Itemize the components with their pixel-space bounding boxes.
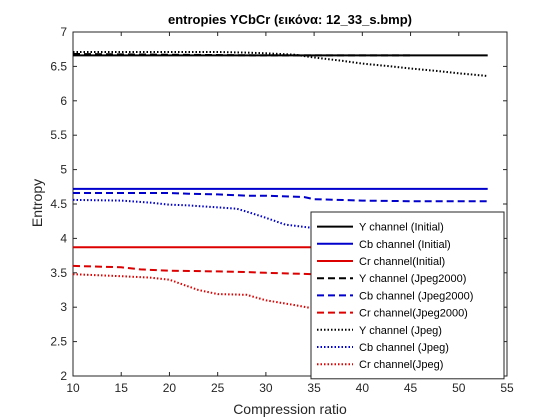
legend-entry: Cr channel(Jpeg): [359, 359, 443, 371]
legend: Y channel (Initial) Cb channel (Initial) C…: [310, 211, 505, 380]
y-tick-label: 6.5: [50, 59, 67, 73]
y-tick-label: 2.5: [50, 335, 67, 349]
series-line-9: [72, 273, 489, 364]
x-tick-label: 20: [163, 381, 177, 395]
legend-entry: Cb channel (Initial): [359, 239, 451, 251]
legend-entry: Y channel (Jpeg): [359, 325, 442, 337]
y-tick-label: 6: [60, 94, 67, 108]
y-tick-label: 4.5: [50, 197, 67, 211]
x-tick-label: 25: [211, 381, 225, 395]
y-tick-label: 5: [60, 163, 67, 177]
legend-entry: Y channel (Initial): [359, 222, 444, 234]
y-axis-label: Entropy: [29, 179, 45, 227]
y-tick-label: 2: [60, 369, 67, 383]
y-tick-label: 3.5: [50, 266, 67, 280]
x-axis-label: Compression ratio: [233, 401, 347, 417]
series-line-7: [73, 51, 488, 77]
plot-area: 10 15 20 25 30 35 40 45 50 55 2 2.5 3 3.5 4 4.5 5 5.5 6 6.…: [50, 25, 514, 395]
y-tick-label: 7: [60, 25, 67, 39]
x-tick-label: 30: [259, 381, 273, 395]
legend-entry: Cb channel (Jpeg2000): [359, 290, 473, 302]
x-tick-label: 40: [356, 381, 370, 395]
y-tick-label: 4: [60, 231, 67, 245]
x-tick-label: 15: [115, 381, 129, 395]
legend-entry: Cr channel(Jpeg2000): [359, 308, 468, 320]
x-tick-label: 50: [452, 381, 466, 395]
x-tick-label: 55: [500, 381, 514, 395]
series-line-4: [72, 53, 411, 57]
chart-title: entropies YCbCr (εικόνα: 12_33_s.bmp): [168, 12, 412, 27]
series-line-5: [73, 192, 488, 203]
x-tick-label: 35: [307, 381, 321, 395]
x-tick-label: 45: [404, 381, 418, 395]
x-axis: 10 15 20 25 30 35 40 45 50 55: [66, 32, 514, 395]
x-tick-label: 10: [66, 381, 80, 395]
y-axis: 2 2.5 3 3.5 4 4.5 5 5.5 6 6.5 7: [50, 25, 507, 383]
y-tick-label: 3: [60, 300, 67, 314]
y-tick-label: 5.5: [50, 128, 67, 142]
legend-entry: Cb channel (Jpeg): [359, 342, 449, 354]
legend-entry: Y channel (Jpeg2000): [359, 273, 466, 285]
legend-entry: Cr channel(Initial): [359, 256, 445, 268]
